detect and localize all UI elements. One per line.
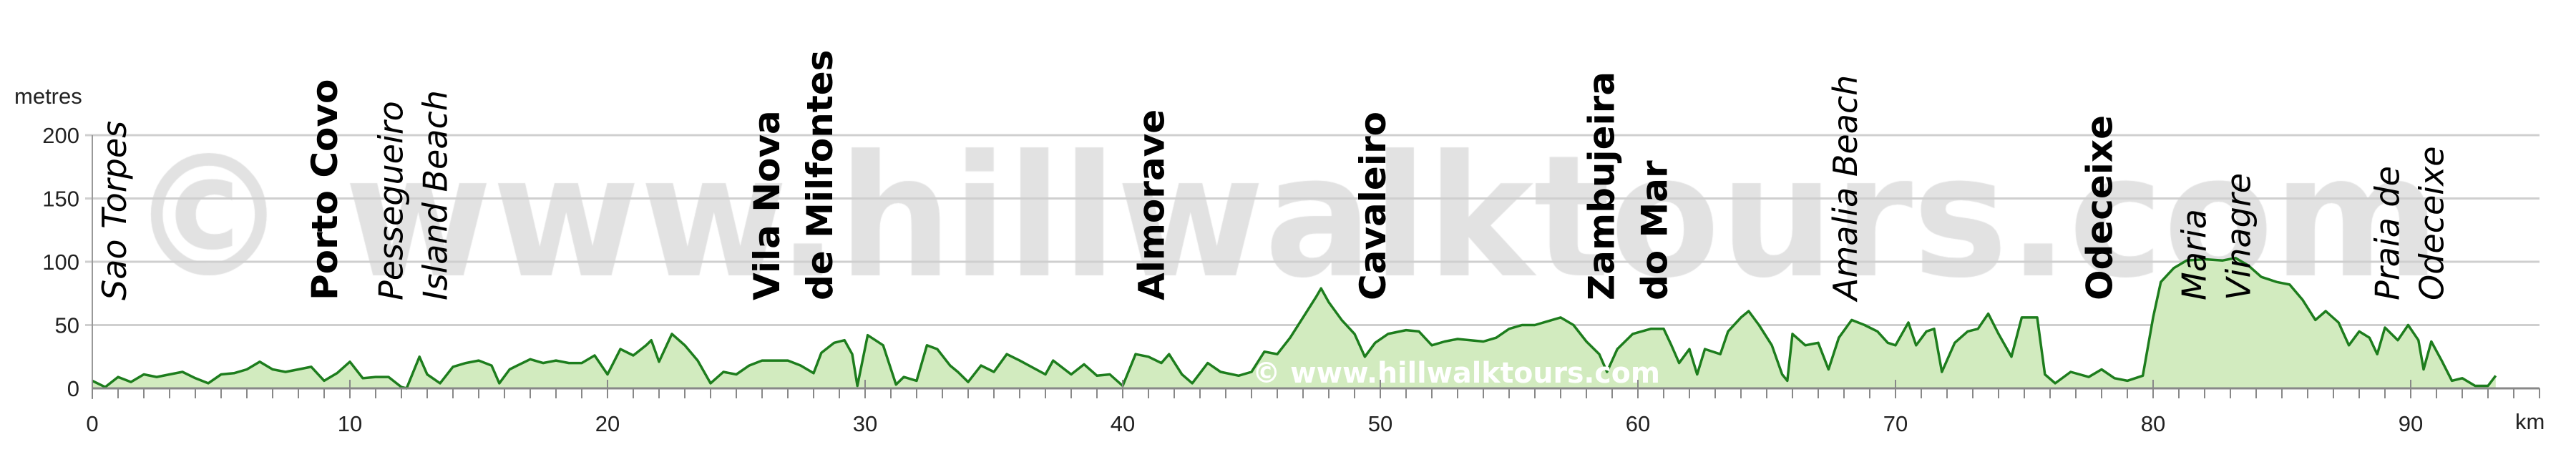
place-label: Amalia Beach bbox=[1826, 75, 1865, 303]
place-label: Maria Vinagre bbox=[2175, 173, 2258, 300]
place-label-line: Amalia Beach bbox=[1826, 75, 1865, 303]
x-tick-label: 90 bbox=[2399, 411, 2423, 436]
place-label-line: Pessegueiro bbox=[371, 101, 410, 300]
place-label: Odeceixe bbox=[2079, 115, 2120, 300]
place-label-line: Odeceixe bbox=[2079, 115, 2120, 300]
place-label-line: Porto Covo bbox=[304, 79, 346, 300]
x-tick-label: 80 bbox=[2141, 411, 2165, 436]
x-tick-label: 60 bbox=[1626, 411, 1650, 436]
x-tick-label: 40 bbox=[1111, 411, 1135, 436]
y-tick-label: 50 bbox=[55, 313, 79, 338]
place-label-line: Maria bbox=[2175, 209, 2213, 300]
x-axis-label: km bbox=[2515, 409, 2545, 434]
x-tick-label: 50 bbox=[1368, 411, 1392, 436]
place-label: Cavaleiro bbox=[1352, 112, 1394, 300]
gridlines bbox=[85, 134, 2540, 326]
y-tick-label: 0 bbox=[67, 376, 79, 401]
axes: 0 50 100 150 200 0 10 20 30 40 50 60 70 80 90 bbox=[42, 123, 2540, 436]
y-axis-label: metres bbox=[14, 84, 82, 109]
x-tick-label: 30 bbox=[853, 411, 877, 436]
place-label: Almorave bbox=[1131, 109, 1173, 300]
place-label-line: Vinagre bbox=[2219, 173, 2258, 300]
y-tick-label: 150 bbox=[42, 187, 79, 212]
place-label-line: de Milfontes bbox=[799, 50, 841, 300]
y-tick-label: 100 bbox=[42, 250, 79, 275]
y-tick-label: 200 bbox=[42, 123, 79, 148]
place-label: Pessegueiro Island Beach bbox=[371, 90, 454, 300]
x-tick-label: 0 bbox=[86, 411, 98, 436]
place-labels: Sao Torpes Porto Covo Pessegueiro Island Be… bbox=[95, 50, 2451, 303]
place-label-line: Island Beach bbox=[416, 90, 454, 300]
place-label-line: Zambujeira bbox=[1581, 72, 1623, 300]
place-label-line: Odeceixe bbox=[2412, 146, 2451, 300]
place-label-line: Sao Torpes bbox=[95, 121, 134, 300]
x-tick-label: 10 bbox=[338, 411, 362, 436]
place-label: Porto Covo bbox=[304, 79, 346, 300]
elevation-line bbox=[92, 256, 2497, 390]
place-label-line: Vila Nova bbox=[746, 110, 788, 300]
x-tick-label: 20 bbox=[595, 411, 620, 436]
x-tick-label: 70 bbox=[1883, 411, 1908, 436]
place-label-line: Cavaleiro bbox=[1352, 112, 1394, 300]
place-label: Vila Nova de Milfontes bbox=[746, 50, 841, 300]
watermark-small: © www.hillwalktours.com bbox=[1252, 357, 1660, 390]
place-label: Praia de Odeceixe bbox=[2368, 146, 2451, 300]
place-label: Sao Torpes bbox=[95, 121, 134, 300]
place-label-line: Praia de bbox=[2368, 166, 2406, 300]
place-label: Zambujeira do Mar bbox=[1581, 72, 1676, 300]
place-label-line: Almorave bbox=[1131, 109, 1173, 300]
place-label-line: do Mar bbox=[1634, 160, 1676, 300]
